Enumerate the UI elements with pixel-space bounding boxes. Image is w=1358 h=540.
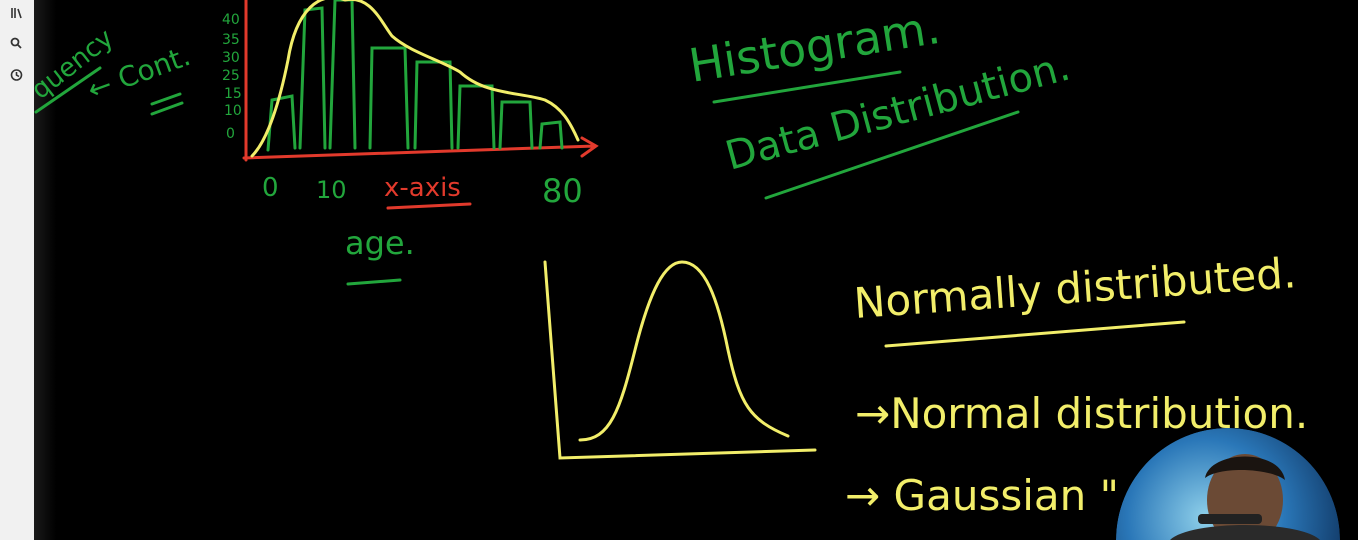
axis-unit: age. — [345, 224, 415, 262]
stroke — [34, 66, 102, 114]
histogram-bars — [266, 0, 564, 152]
axis-label: x-axis — [384, 173, 461, 203]
x-tick-label: 10 — [316, 176, 347, 204]
note-title: Normally distributed. — [852, 248, 1297, 328]
underline — [712, 70, 902, 104]
y-tick-label: 35 — [222, 32, 240, 48]
y-tick-label: 0 — [226, 126, 235, 142]
stroke — [150, 101, 184, 116]
x-tick-label: 80 — [542, 172, 583, 210]
y-tick-label: 10 — [224, 103, 242, 119]
underline — [346, 278, 402, 286]
curve — [250, 0, 580, 158]
x-axis — [242, 136, 599, 160]
underline — [386, 202, 472, 210]
underline — [764, 110, 1020, 200]
y-tick-label: 25 — [222, 68, 240, 84]
y-tick-label: 15 — [224, 86, 242, 102]
note-title: Histogram. — [685, 0, 944, 93]
underline — [884, 320, 1186, 348]
note-text: → Gaussian " — [845, 471, 1119, 520]
library-icon[interactable] — [11, 8, 22, 19]
y-tick-label: 40 — [222, 12, 240, 28]
webcam — [1116, 428, 1340, 540]
y-tick-label: 30 — [222, 50, 240, 66]
axes — [543, 260, 817, 460]
bell-curve — [578, 260, 790, 442]
y-ticks: 0 10 15 25 30 35 40 — [222, 12, 242, 142]
history-icon[interactable] — [10, 69, 23, 81]
x-tick-label: 0 — [262, 173, 279, 203]
sidebar — [0, 0, 34, 540]
stroke — [150, 92, 182, 106]
search-icon[interactable] — [10, 37, 22, 49]
sidebar-shadow — [34, 0, 56, 540]
